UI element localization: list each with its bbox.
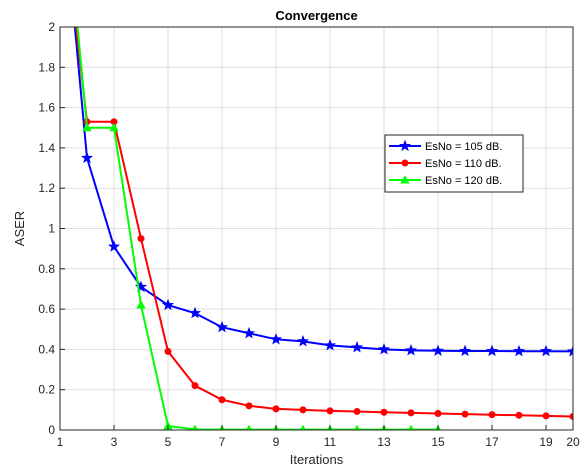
x-tick-label: 9 — [273, 435, 280, 449]
data-point-triangle — [191, 424, 199, 430]
y-tick-label: 0.2 — [38, 383, 55, 397]
data-point-circle — [245, 402, 253, 410]
data-point-star — [398, 139, 412, 152]
legend-label: EsNo = 120 dB. — [425, 175, 502, 187]
data-point-star — [485, 344, 499, 357]
data-point-star — [161, 298, 175, 311]
y-axis-title: ASER — [12, 211, 27, 246]
x-tick-label: 19 — [539, 435, 553, 449]
data-point-circle — [407, 409, 415, 417]
x-tick-label: 20 — [566, 435, 580, 449]
data-point-circle — [137, 235, 145, 243]
x-tick-label: 1 — [57, 435, 64, 449]
data-point-star — [350, 341, 364, 353]
data-point-star — [296, 334, 310, 347]
data-point-circle — [488, 411, 496, 419]
y-tick-label: 2 — [48, 20, 55, 34]
data-point-circle — [434, 409, 442, 417]
x-axis-title: Iterations — [290, 452, 344, 467]
y-tick-label: 1.2 — [38, 181, 55, 195]
data-point-circle — [272, 405, 280, 413]
y-tick-label: 1.4 — [38, 141, 55, 155]
data-point-circle — [218, 396, 226, 404]
ticks: 1 3 5 7 9 11 13 15 17 19 2000.20.40.60.811.21.41.6… — [38, 20, 580, 449]
series-line — [75, 27, 573, 418]
data-point-star — [431, 344, 445, 356]
data-point-triangle — [109, 122, 119, 132]
data-point-triangle — [400, 175, 410, 184]
data-point-circle — [191, 382, 199, 390]
chart-title: Convergence — [275, 8, 357, 23]
data-point-triangle — [354, 424, 360, 430]
data-point-star — [323, 339, 337, 351]
data-point-circle — [542, 412, 550, 420]
data-point-star — [188, 306, 202, 319]
legend: EsNo = 105 dB. EsNo = 110 dB. EsNo = 120 d… — [384, 134, 524, 193]
series-1 — [73, 27, 573, 357]
data-point-triangle — [408, 424, 414, 430]
y-tick-label: 0.6 — [38, 302, 55, 316]
data-point-triangle — [246, 424, 252, 430]
data-point-star — [107, 240, 121, 252]
x-tick-label: 7 — [219, 435, 226, 449]
data-point-star — [458, 344, 472, 357]
data-point-star — [377, 343, 391, 355]
data-point-circle — [380, 408, 388, 416]
legend-label: EsNo = 105 dB. — [425, 141, 502, 153]
legend-label: EsNo = 110 dB. — [425, 158, 502, 170]
data-point-triangle — [300, 424, 306, 430]
data-point-star — [242, 326, 256, 339]
data-point-star — [539, 344, 553, 357]
data-point-star — [215, 320, 229, 333]
data-point-circle — [353, 407, 361, 415]
x-tick-label: 15 — [431, 435, 445, 449]
data-point-circle — [401, 159, 409, 167]
y-tick-label: 0.8 — [38, 262, 55, 276]
data-point-circle — [164, 347, 172, 355]
data-point-star — [269, 332, 283, 345]
data-point-triangle — [136, 300, 146, 309]
data-point-star — [80, 151, 94, 164]
x-tick-label: 3 — [111, 435, 118, 449]
data-point-circle — [461, 410, 469, 418]
x-tick-label: 13 — [377, 435, 391, 449]
data-point-circle — [299, 406, 307, 414]
x-tick-label: 5 — [165, 435, 172, 449]
x-tick-label: 17 — [485, 435, 499, 449]
x-tick-label: 11 — [324, 435, 337, 449]
series-line — [73, 27, 573, 353]
data-point-star — [512, 344, 526, 357]
y-tick-label: 0 — [48, 423, 55, 437]
data-point-circle — [326, 407, 334, 415]
data-point-triangle — [82, 122, 92, 132]
y-tick-label: 0.4 — [38, 342, 55, 356]
data-point-star — [566, 345, 573, 357]
y-tick-label: 1.6 — [38, 101, 55, 115]
data-point-star — [404, 344, 418, 356]
series-2 — [75, 27, 573, 420]
y-tick-label: 1 — [48, 222, 55, 236]
data-point-circle — [515, 411, 523, 419]
y-tick-label: 1.8 — [38, 60, 55, 74]
